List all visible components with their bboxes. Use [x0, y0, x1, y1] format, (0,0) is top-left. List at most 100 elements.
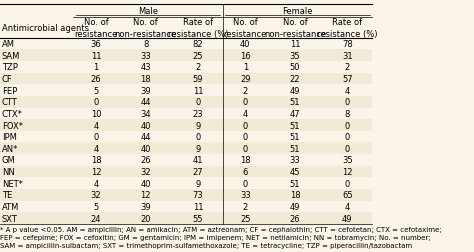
- Text: 9: 9: [195, 121, 201, 130]
- Text: 51: 51: [290, 98, 301, 107]
- Text: 50: 50: [290, 63, 301, 72]
- Text: GM: GM: [2, 156, 16, 165]
- Text: No. of
resistance: No. of resistance: [224, 18, 267, 38]
- Text: NET*: NET*: [2, 179, 23, 188]
- Text: 49: 49: [290, 86, 301, 95]
- Bar: [0, 50, 372, 62]
- Text: 18: 18: [91, 156, 101, 165]
- Text: 51: 51: [290, 121, 301, 130]
- Text: 4: 4: [93, 179, 99, 188]
- Text: * A p value <0.05. AM = ampicillin; AN = amikacin; ATM = aztreonam; CF = cephalo: * A p value <0.05. AM = ampicillin; AN =…: [0, 226, 442, 232]
- Text: 4: 4: [243, 109, 248, 118]
- Text: 2: 2: [345, 63, 350, 72]
- Text: 51: 51: [290, 144, 301, 153]
- Text: 49: 49: [342, 214, 353, 223]
- Text: FOX*: FOX*: [2, 121, 23, 130]
- Text: 12: 12: [342, 167, 353, 176]
- Text: No. of
non-resistance: No. of non-resistance: [115, 18, 177, 38]
- Text: 31: 31: [342, 51, 353, 60]
- Text: FEP = cefepime; FOX = cefoxitin; GM = gentamicin; IPM = imipenem; NET = netilami: FEP = cefepime; FOX = cefoxitin; GM = ge…: [0, 234, 430, 240]
- Text: 26: 26: [140, 156, 151, 165]
- Text: 0: 0: [243, 133, 248, 142]
- Bar: [0, 108, 372, 120]
- Text: 35: 35: [290, 51, 301, 60]
- Text: 8: 8: [143, 40, 148, 49]
- Text: TE: TE: [2, 191, 12, 200]
- Text: 47: 47: [290, 109, 301, 118]
- Text: 39: 39: [140, 86, 151, 95]
- Bar: [0, 178, 372, 189]
- Text: FEP: FEP: [2, 86, 17, 95]
- Text: Rate of
resistance (%): Rate of resistance (%): [168, 18, 228, 38]
- Text: 55: 55: [192, 214, 203, 223]
- Bar: [0, 85, 372, 97]
- Text: 11: 11: [290, 40, 301, 49]
- Text: 12: 12: [140, 191, 151, 200]
- Text: 40: 40: [240, 40, 251, 49]
- Text: 0: 0: [195, 133, 201, 142]
- Text: 22: 22: [290, 75, 301, 84]
- Text: 18: 18: [290, 191, 301, 200]
- Text: SXT: SXT: [2, 214, 18, 223]
- Text: 18: 18: [240, 156, 251, 165]
- Text: 0: 0: [345, 98, 350, 107]
- Text: 6: 6: [243, 167, 248, 176]
- Text: 0: 0: [345, 121, 350, 130]
- Text: 27: 27: [192, 167, 203, 176]
- Text: 2: 2: [243, 202, 248, 211]
- Bar: [0, 120, 372, 131]
- Text: Male: Male: [138, 7, 158, 16]
- Text: 57: 57: [342, 75, 353, 84]
- Bar: [0, 154, 372, 166]
- Text: 5: 5: [93, 86, 99, 95]
- Text: 51: 51: [290, 133, 301, 142]
- Text: 9: 9: [195, 179, 201, 188]
- Text: SAM = ampicillin-sulbactam; SXT = trimethoprim-sulfamethoxazole; TE = tetracycli: SAM = ampicillin-sulbactam; SXT = trimet…: [0, 242, 412, 248]
- Text: 4: 4: [345, 86, 350, 95]
- Bar: [0, 73, 372, 85]
- Text: 26: 26: [91, 75, 101, 84]
- Text: 10: 10: [91, 109, 101, 118]
- Text: 0: 0: [243, 98, 248, 107]
- Text: 1: 1: [243, 63, 248, 72]
- Text: 44: 44: [140, 133, 151, 142]
- Text: 8: 8: [345, 109, 350, 118]
- Text: AM: AM: [2, 40, 15, 49]
- Text: Rate of
resistance (%): Rate of resistance (%): [317, 18, 377, 38]
- Text: 18: 18: [140, 75, 151, 84]
- Text: 29: 29: [240, 75, 251, 84]
- Text: 0: 0: [243, 144, 248, 153]
- Text: 25: 25: [192, 51, 203, 60]
- Text: CF: CF: [2, 75, 13, 84]
- Bar: [0, 0, 372, 252]
- Text: SAM: SAM: [2, 51, 20, 60]
- Text: 45: 45: [290, 167, 301, 176]
- Text: Antimicrobial agents: Antimicrobial agents: [2, 24, 89, 33]
- Bar: [0, 201, 372, 212]
- Bar: [0, 97, 372, 108]
- Text: 43: 43: [140, 63, 151, 72]
- Text: 33: 33: [240, 191, 251, 200]
- Bar: [0, 143, 372, 154]
- Text: 2: 2: [243, 86, 248, 95]
- Text: 39: 39: [140, 202, 151, 211]
- Text: 25: 25: [240, 214, 251, 223]
- Text: 1: 1: [93, 63, 99, 72]
- Text: 59: 59: [192, 75, 203, 84]
- Text: 0: 0: [345, 179, 350, 188]
- Text: 34: 34: [140, 109, 151, 118]
- Bar: [0, 166, 372, 178]
- Text: 33: 33: [290, 156, 301, 165]
- Bar: [0, 212, 372, 224]
- Text: 11: 11: [91, 51, 101, 60]
- Text: 0: 0: [345, 133, 350, 142]
- Text: 11: 11: [192, 202, 203, 211]
- Text: 11: 11: [192, 86, 203, 95]
- Text: 32: 32: [140, 167, 151, 176]
- Text: 9: 9: [195, 144, 201, 153]
- Text: No. of
resistance: No. of resistance: [74, 18, 118, 38]
- Text: 35: 35: [342, 156, 353, 165]
- Text: TZP: TZP: [2, 63, 18, 72]
- Text: 20: 20: [140, 214, 151, 223]
- Text: Female: Female: [282, 7, 313, 16]
